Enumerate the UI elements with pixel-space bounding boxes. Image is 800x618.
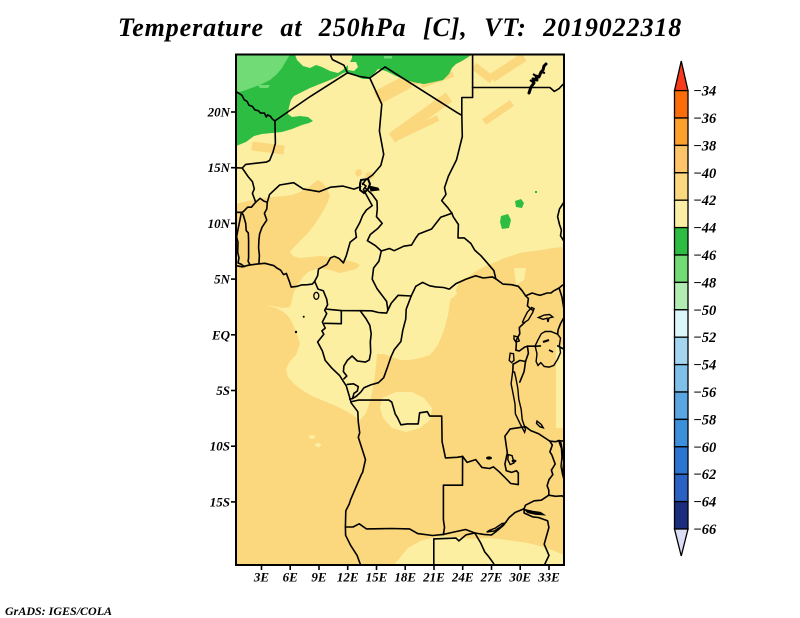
svg-text:−40: −40 (693, 166, 716, 182)
svg-text:−60: −60 (693, 440, 716, 456)
svg-text:−50: −50 (693, 303, 716, 319)
svg-text:10S: 10S (210, 439, 230, 454)
svg-text:10N: 10N (208, 216, 231, 231)
svg-text:−54: −54 (693, 358, 716, 374)
svg-text:15E: 15E (366, 570, 388, 585)
svg-text:18E: 18E (394, 570, 416, 585)
svg-text:Temperature at 250hPa [C], VT:: Temperature at 250hPa [C], VT: 201902231… (118, 13, 682, 42)
svg-text:−42: −42 (693, 193, 716, 209)
svg-text:3E: 3E (253, 570, 270, 585)
svg-text:−38: −38 (693, 138, 717, 154)
svg-text:5S: 5S (216, 383, 230, 398)
svg-text:−48: −48 (693, 275, 717, 291)
svg-text:−46: −46 (693, 248, 717, 264)
svg-text:5N: 5N (214, 272, 231, 287)
svg-text:GrADS: IGES/COLA: GrADS: IGES/COLA (5, 604, 112, 618)
svg-text:24E: 24E (451, 570, 474, 585)
svg-text:−44: −44 (693, 221, 716, 237)
svg-text:−58: −58 (693, 412, 717, 428)
svg-text:27E: 27E (480, 570, 503, 585)
svg-text:15N: 15N (208, 160, 231, 175)
svg-text:−62: −62 (693, 467, 716, 483)
svg-text:33E: 33E (537, 570, 560, 585)
svg-text:−56: −56 (693, 385, 717, 401)
svg-text:9E: 9E (311, 570, 327, 585)
svg-text:15S: 15S (210, 494, 230, 509)
svg-text:21E: 21E (422, 570, 445, 585)
svg-text:−34: −34 (693, 84, 716, 100)
svg-text:−36: −36 (693, 111, 717, 127)
svg-text:12E: 12E (337, 570, 359, 585)
svg-text:−64: −64 (693, 495, 716, 511)
svg-text:20N: 20N (207, 105, 231, 120)
svg-text:6E: 6E (283, 570, 299, 585)
svg-text:EQ: EQ (211, 327, 231, 342)
svg-text:−66: −66 (693, 522, 717, 538)
svg-text:−52: −52 (693, 330, 716, 346)
svg-text:30E: 30E (508, 570, 531, 585)
